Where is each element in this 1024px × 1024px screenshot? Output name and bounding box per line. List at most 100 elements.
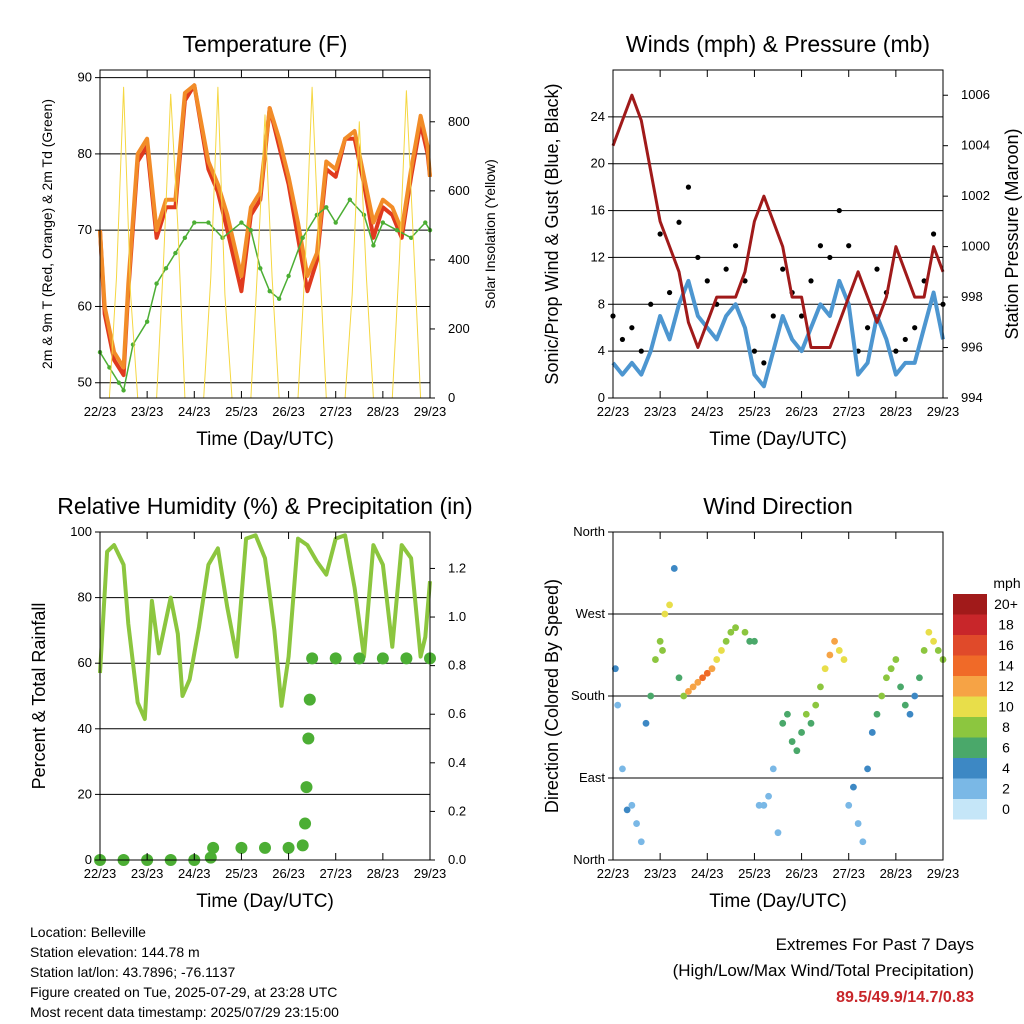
direction-point (614, 701, 622, 709)
gust-point (685, 184, 692, 190)
y2-tick-label: 0.4 (448, 755, 466, 770)
direction-point (769, 765, 777, 773)
x-tick-label: 29/23 (414, 866, 447, 881)
direction-point (722, 637, 730, 645)
direction-point (661, 610, 669, 618)
y-tick-label: 60 (78, 655, 92, 670)
direction-point (666, 601, 673, 609)
gust-point (836, 207, 842, 214)
direction-point (817, 683, 824, 691)
gust-point (874, 266, 880, 272)
y2-tick-label: 0 (448, 390, 455, 405)
y-tick-label: 80 (78, 590, 92, 605)
legend-label: 14 (998, 658, 1014, 674)
direction-point (689, 683, 697, 691)
precip-point (400, 652, 413, 665)
y-tick-label: 60 (78, 298, 92, 313)
direction-point (765, 792, 772, 800)
direction-point (680, 692, 688, 700)
plot-frame (99, 69, 431, 399)
legend-swatch (953, 799, 987, 820)
y2-tick-label: 1.0 (448, 609, 466, 624)
y-tick-label: 8 (598, 296, 605, 311)
y-tick-label: West (576, 606, 606, 621)
legend-title: mph (993, 575, 1020, 591)
x-tick-label: 22/23 (597, 404, 630, 419)
x-tick-label: 25/23 (225, 404, 258, 419)
gust-point (657, 231, 663, 237)
x-tick-label: 28/23 (367, 866, 400, 881)
y-tick-label: 50 (78, 375, 92, 390)
panel-wind-direction: 22/23 23/23 24/23 25/23 26/23 27/23 28/23 29/23… (542, 493, 959, 912)
x-axis-label: Time (Day/UTC) (709, 429, 847, 450)
precip-point (353, 652, 366, 665)
legend-label: 10 (998, 699, 1014, 715)
x-tick-label: 27/23 (832, 404, 865, 419)
y2-tick-label: 0.0 (448, 852, 466, 867)
y-tick-label: South (571, 688, 605, 703)
precip-point (204, 851, 217, 864)
direction-point (864, 765, 871, 773)
y-axis-label: Sonic/Prop Wind & Gust (Blue, Black) (542, 83, 562, 384)
precip-point (207, 841, 220, 854)
extremes-title: Extremes For Past 7 Days (775, 935, 974, 954)
x-tick-label: 27/23 (832, 866, 865, 881)
direction-point (656, 637, 664, 645)
y2-tick-label: 200 (448, 321, 470, 336)
x-tick-label: 22/23 (84, 866, 117, 881)
x-tick-label: 28/23 (880, 866, 913, 881)
direction-point (788, 738, 796, 745)
direction-point (670, 565, 678, 572)
y-tick-label: 70 (78, 222, 92, 237)
direction-point (873, 710, 881, 718)
direction-point (746, 637, 754, 645)
precip-point (282, 841, 295, 854)
direction-point (925, 628, 933, 636)
legend-label: 18 (998, 617, 1014, 633)
direction-point (854, 820, 862, 827)
y-tick-label: 80 (78, 146, 92, 161)
direction-point (619, 765, 626, 773)
x-tick-label: 25/23 (225, 866, 258, 881)
y-tick-label: 20 (78, 786, 92, 801)
x-tick-label: 23/23 (131, 404, 164, 419)
y2-axis-label: Station Pressure (Maroon) (1002, 128, 1022, 339)
precip-point (300, 781, 313, 794)
y2-tick-label: 800 (448, 114, 470, 129)
x-tick-label: 26/23 (272, 404, 305, 419)
x-axis-label: Time (Day/UTC) (196, 891, 334, 912)
direction-point (897, 683, 904, 691)
gust-point (732, 243, 739, 249)
x-tick-label: 25/23 (738, 866, 771, 881)
legend-label: 0 (1002, 801, 1010, 817)
direction-point (703, 669, 711, 677)
info-created: Figure created on Tue, 2025-07-29, at 23… (30, 984, 338, 1000)
gust-point (808, 278, 814, 284)
x-axis-label: Time (Day/UTC) (709, 891, 847, 912)
gust-point (893, 348, 899, 354)
direction-point (659, 647, 666, 654)
direction-point (741, 628, 749, 636)
y-axis-label: Percent & Total Rainfall (29, 603, 49, 790)
plot-frame (99, 531, 431, 861)
direction-point (760, 801, 768, 809)
extremes-values: 89.5/49.9/14.7/0.83 (836, 989, 974, 1006)
y-tick-label: 90 (78, 70, 92, 85)
y2-tick-label: 0.8 (448, 658, 466, 673)
extremes-subtitle: (High/Low/Max Wind/Total Precipitation) (672, 961, 974, 980)
y-tick-label: North (573, 524, 605, 539)
direction-point (868, 729, 876, 736)
y2-tick-label: 994 (961, 390, 983, 405)
legend-swatch (953, 758, 987, 779)
direction-point (623, 806, 631, 814)
y2-tick-label: 0.6 (448, 706, 466, 721)
gust-point (780, 266, 786, 272)
direction-point (901, 701, 909, 709)
precip-point (259, 841, 271, 854)
direction-point (916, 674, 923, 682)
direction-point (699, 674, 706, 682)
panel-temperature: 22/23 23/23 24/23 25/23 26/23 27/23 28/23 29/23… (39, 31, 498, 450)
direction-point (845, 801, 853, 809)
y-axis-label: 2m & 9m T (Red, Orange) & 2m Td (Green) (39, 99, 55, 369)
